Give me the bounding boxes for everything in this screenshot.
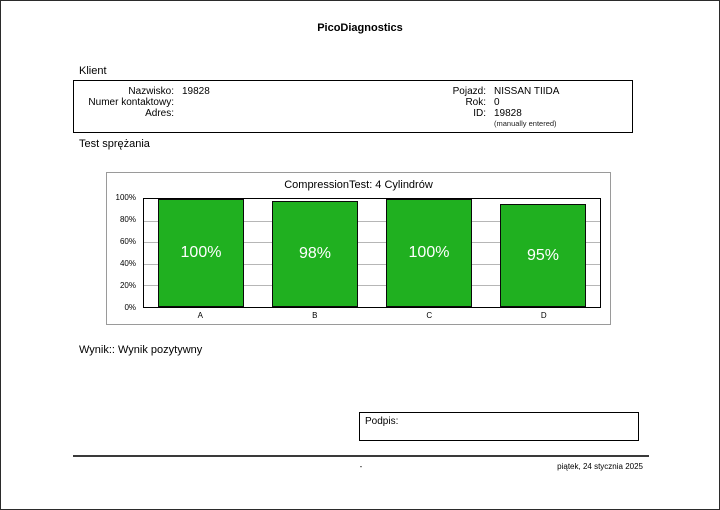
field-value-id: 19828 — [494, 108, 522, 119]
chart-x-axis: A B C D — [143, 311, 601, 320]
chart-plot-area: 100% 98% 100% 95% — [143, 198, 601, 308]
bar-cylinder-c: 100% — [386, 199, 472, 307]
test-section-label: Test sprężania — [79, 138, 150, 150]
client-details-left: Nazwisko: 19828 Numer kontaktowy: Adres: — [82, 86, 210, 119]
bar-value-label: 98% — [298, 245, 332, 263]
client-field-row: Rok: 0 — [416, 97, 559, 108]
result-text: Wynik:: Wynik pozytywny — [79, 344, 203, 356]
field-value-year: 0 — [494, 97, 500, 108]
gridline — [144, 285, 600, 287]
client-details-right: Pojazd: NISSAN TIIDA Rok: 0 ID: 19828 (m… — [416, 86, 560, 129]
field-label-id: ID: — [473, 108, 486, 119]
client-section-label: Klient — [79, 65, 107, 77]
y-tick-60: 60% — [119, 237, 136, 246]
gridline — [144, 220, 600, 222]
y-tick-40: 40% — [119, 259, 136, 268]
y-tick-20: 20% — [119, 281, 136, 290]
bar-cylinder-b: 98% — [272, 201, 358, 307]
footer: - piątek, 24 stycznia 2025 — [73, 462, 649, 471]
chart-title: CompressionTest: 4 Cylindrów — [284, 179, 433, 191]
x-tick-b: B — [312, 311, 318, 320]
y-tick-0: 0% — [124, 303, 136, 312]
client-field-row: Numer kontaktowy: — [82, 97, 210, 108]
gridline — [144, 242, 600, 244]
field-value-vehicle: NISSAN TIIDA — [494, 86, 560, 97]
x-tick-c: C — [426, 311, 433, 320]
gridline — [144, 263, 600, 265]
footer-date: piątek, 24 stycznia 2025 — [557, 462, 643, 471]
client-field-row: Pojazd: NISSAN TIIDA — [416, 86, 560, 97]
bar-cylinder-a: 100% — [158, 199, 244, 307]
compression-chart: CompressionTest: 4 Cylindrów 100% 80% 60… — [106, 172, 611, 325]
field-value-surname: 19828 — [182, 86, 210, 97]
signature-label: Podpis: — [365, 416, 399, 427]
signature-box: Podpis: — [359, 412, 639, 441]
field-label-year: Rok: — [465, 97, 486, 108]
bar-cylinder-d: 95% — [500, 204, 586, 307]
footer-divider — [73, 455, 649, 457]
x-tick-d: D — [540, 311, 547, 320]
y-tick-100: 100% — [115, 193, 136, 202]
field-label-vehicle: Pojazd: — [452, 86, 486, 97]
app-title: PicoDiagnostics — [317, 22, 403, 34]
bar-value-label: 100% — [408, 244, 450, 261]
y-tick-80: 80% — [119, 215, 136, 224]
client-field-row: ID: 19828 — [416, 108, 559, 119]
footer-center-text: - — [359, 462, 363, 471]
bar-value-label: 95% — [526, 246, 560, 264]
field-label-address: Adres: — [145, 108, 174, 119]
x-tick-a: A — [197, 311, 203, 320]
client-field-row: Adres: — [82, 108, 210, 119]
bars-container: 100% 98% 100% 95% — [144, 199, 600, 307]
field-label-surname: Nazwisko: — [128, 86, 174, 97]
bar-value-label: 100% — [180, 244, 222, 261]
chart-y-axis: 100% 80% 60% 40% 20% 0% — [107, 194, 140, 312]
field-label-contact: Numer kontaktowy: — [88, 97, 174, 108]
client-info-box: Nazwisko: 19828 Numer kontaktowy: Adres:… — [73, 80, 633, 133]
client-field-row: Nazwisko: 19828 — [82, 86, 210, 97]
manually-entered-note: (manually entered) — [494, 119, 557, 128]
